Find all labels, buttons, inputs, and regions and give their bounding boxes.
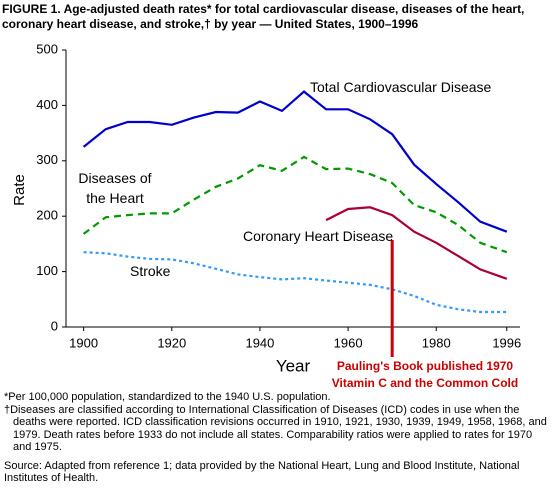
series-line [82, 90, 508, 233]
x-tick-label: 1960 [334, 335, 363, 350]
series-label: Coronary Heart Disease [243, 228, 394, 244]
x-tick-label: 1900 [69, 335, 98, 350]
footnote: *Per 100,000 population, standardized to… [4, 391, 331, 403]
y-tick-label: 400 [36, 97, 58, 112]
series-label: Diseases of the Heart [78, 170, 152, 206]
series-line [325, 206, 508, 280]
x-tick-label: 1920 [157, 335, 186, 350]
source: Source: Adapted from reference 1; data p… [4, 459, 520, 485]
y-tick-label: 500 [36, 41, 58, 56]
series-label: Total Cardiovascular Disease [310, 79, 492, 95]
x-axis-title: Year [276, 356, 311, 375]
x-tick-label: 1940 [245, 335, 274, 350]
footnote: †Diseases are classified according to In… [4, 403, 547, 454]
x-tick-label: 1996 [492, 335, 521, 350]
y-tick-label: 0 [51, 318, 58, 333]
series-label: Stroke [130, 263, 171, 279]
annotation-text: Pauling's Book published 1970 [337, 359, 514, 373]
y-axis-title: Rate [11, 174, 28, 206]
y-tick-label: 300 [36, 152, 58, 167]
notes: *Per 100,000 population, standardized to… [4, 391, 548, 485]
series-line [83, 251, 507, 314]
annotation-text: Vitamin C and the Common Cold [332, 376, 518, 390]
y-tick-label: 200 [36, 208, 58, 223]
chart-title: FIGURE 1. Age-adjusted death rates* for … [2, 2, 525, 31]
x-tick-label: 1980 [422, 335, 451, 350]
y-tick-label: 100 [36, 263, 58, 278]
series-line [82, 155, 508, 254]
